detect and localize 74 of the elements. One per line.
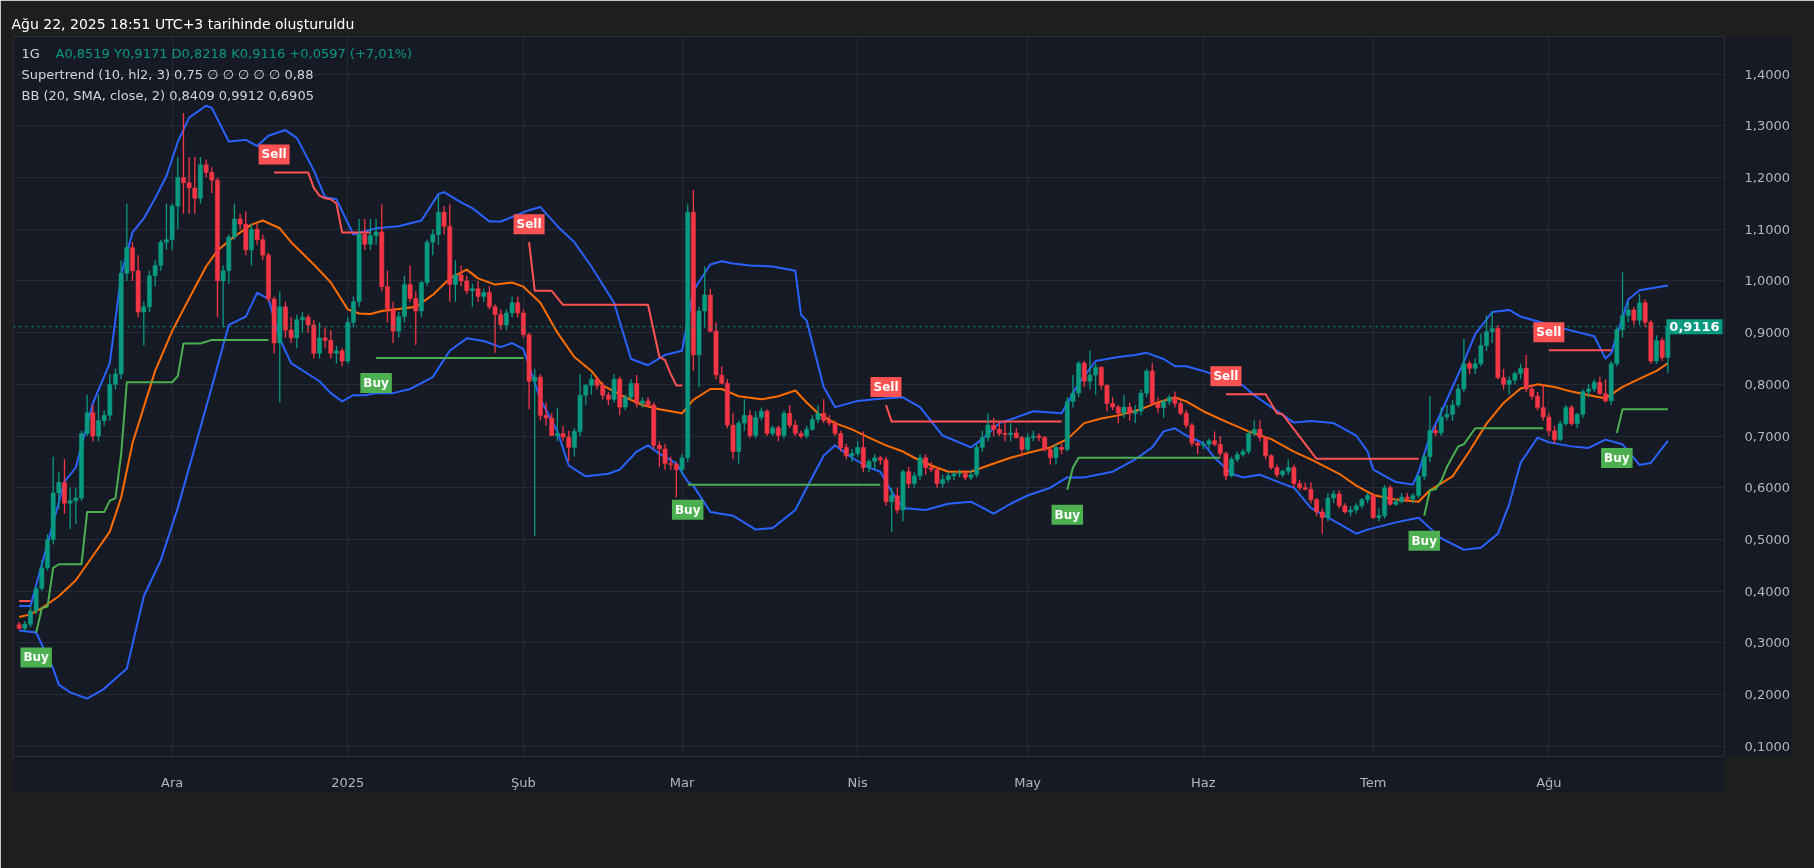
candlestick (555, 406, 560, 442)
y-tick-label: 0,9000 (1744, 325, 1790, 341)
candlestick (1659, 337, 1665, 362)
x-tick-label: Ağu (1536, 774, 1562, 790)
candlestick (1654, 334, 1659, 365)
candlestick (1081, 360, 1087, 388)
candlestick (475, 280, 481, 303)
candlestick (860, 430, 866, 473)
candlestick (249, 223, 254, 267)
x-tick-label: Şub (511, 774, 536, 790)
candlestick (781, 409, 787, 440)
y-tick-label: 0,3000 (1744, 635, 1790, 651)
annotation: Supertrend (10, hl2, 3) 0,75 ∅ ∅ ∅ ∅ ∅ 0,88 (21, 67, 314, 82)
candlestick (1121, 394, 1127, 419)
candlestick (334, 344, 339, 365)
candlestick (889, 487, 895, 533)
annotation: BB (20, SMA, close, 2) 0,8409 0,9912 0,6905 (21, 88, 314, 103)
annotation: Buy (1054, 507, 1081, 522)
candlestick (470, 282, 475, 308)
text: Ağu 22, 2025 18:51 UTC+3 tarihinde oluşturuldu (11, 15, 355, 32)
y-tick-label: 0,7000 (1744, 428, 1790, 444)
candlestick (1569, 404, 1574, 427)
candlestick (1631, 306, 1637, 326)
text: A0,8519 Y0,9171 D0,8218 K0,9116 +0,0597 (+7,01%) (55, 46, 413, 61)
candlestick (894, 487, 900, 515)
text: 1G (21, 46, 40, 61)
y-tick-label: 0,8000 (1744, 376, 1790, 392)
candlestick (1637, 293, 1642, 326)
candlestick (362, 218, 368, 251)
annotation: Sell (1213, 369, 1239, 384)
candlestick (611, 373, 617, 404)
candlestick (634, 374, 640, 409)
candlestick (1008, 422, 1014, 442)
x-tick-label: Haz (1190, 774, 1216, 790)
x-tick-label: Ara (161, 774, 184, 790)
candlestick (1387, 484, 1393, 507)
candlestick (62, 458, 67, 515)
annotation: Sell (1536, 325, 1562, 340)
y-tick-label: 1,0000 (1744, 273, 1790, 289)
x-tick-label: Mar (669, 774, 695, 790)
y-tick-label: 1,1000 (1744, 221, 1790, 237)
y-tick-label: 0,5000 (1744, 531, 1790, 547)
annotation: Buy (1411, 533, 1438, 548)
x-tick-label: Tem (1359, 774, 1387, 790)
y-tick-label: 1,2000 (1744, 170, 1790, 186)
annotation: Buy (23, 650, 50, 665)
line-series (18, 104, 1669, 608)
annotation: Sell (516, 217, 542, 232)
y-tick-label: 0,6000 (1744, 480, 1790, 496)
y-tick-label: 1,4000 (1744, 66, 1790, 82)
annotation: Buy (674, 502, 701, 517)
x-tick-label: 2025 (331, 774, 365, 790)
candlestick (90, 404, 96, 442)
candlestick (764, 408, 770, 437)
candlestick (453, 259, 458, 303)
y-tick-label: 0,4000 (1744, 583, 1790, 599)
line-series (18, 291, 1669, 700)
candlestick (906, 466, 912, 489)
candlestick (1053, 443, 1059, 466)
y-tick-label: 0,2000 (1744, 686, 1790, 702)
candlestick (1127, 401, 1132, 422)
x-tick-label: May (1014, 774, 1042, 790)
annotation: Sell (261, 147, 287, 162)
y-tick-label: 0,1000 (1744, 738, 1790, 754)
annotation: Buy (363, 375, 390, 390)
ref-line-label: 0,9116 (1669, 319, 1720, 335)
candlestick (747, 409, 753, 440)
candlestick (339, 347, 345, 367)
annotation: Buy (1604, 450, 1630, 465)
x-tick-label: Nis (847, 774, 868, 790)
y-tick-label: 1,3000 (1744, 118, 1790, 134)
candlestick (1370, 492, 1376, 520)
annotation: Sell (873, 380, 899, 395)
candlestick (532, 368, 538, 537)
